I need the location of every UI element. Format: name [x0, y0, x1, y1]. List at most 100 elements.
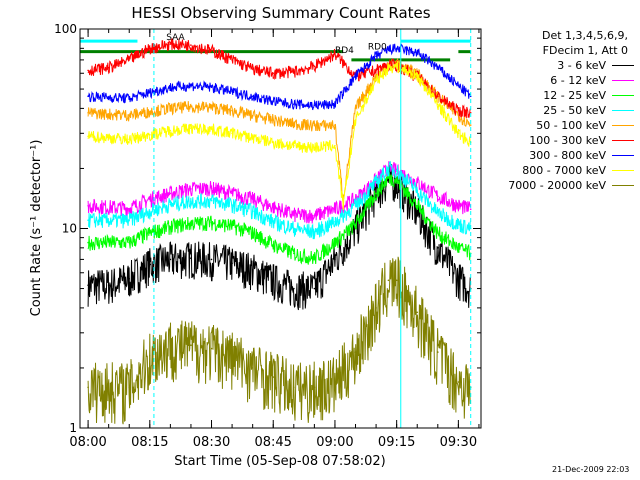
legend-label: 300 - 800 keV	[529, 149, 606, 162]
series-9-point-11	[313, 386, 316, 389]
series-7-point-7	[231, 90, 233, 93]
series-3-point-13	[354, 223, 357, 226]
x-tick-label-1: 08:00	[69, 435, 106, 450]
series-3-point-2	[128, 241, 130, 244]
series-4-point-18	[437, 211, 439, 214]
series-1-point-8	[231, 262, 233, 265]
series-8-point-7	[231, 132, 233, 135]
legend-label: 6 - 12 keV	[550, 74, 606, 87]
series-line-6	[87, 38, 471, 119]
series-5-point-8	[251, 114, 254, 117]
series-6-point-13	[334, 53, 336, 55]
legend-item: 7000 - 20000 keV	[476, 178, 636, 193]
series-line-9	[87, 256, 471, 425]
series-6-point-5	[169, 43, 172, 45]
x-tick-label-4: 08:45	[254, 435, 291, 450]
series-5-point-21	[469, 124, 472, 126]
series-9-point-8	[251, 367, 254, 369]
series-2-point-20	[469, 208, 472, 210]
series-6-point-10	[272, 72, 275, 75]
annotation-saa: SAA	[166, 33, 185, 43]
series-6-point-6	[190, 44, 192, 46]
series-8-point-19	[437, 103, 439, 105]
series-7-point-5	[190, 84, 192, 87]
series-3-point-12	[334, 241, 336, 244]
series-2-point-8	[251, 198, 254, 201]
series-2-point-9	[272, 206, 275, 208]
series-1-point-4	[149, 263, 151, 266]
series-8-point-16	[387, 66, 390, 69]
series-5-point-4	[169, 107, 172, 110]
x-tick-label-2: 08:15	[131, 435, 168, 450]
series-1-point-16	[387, 179, 390, 181]
series-1-point-5	[169, 258, 172, 261]
series-7-point-4	[169, 86, 172, 89]
legend-swatch	[612, 80, 634, 81]
series-3-point-9	[272, 243, 275, 246]
series-4-point-10	[293, 227, 295, 230]
series-5-point-14	[354, 107, 357, 110]
series-9-point-3	[149, 355, 151, 357]
series-1-point-9	[251, 269, 254, 271]
series-9-point-16	[395, 279, 398, 282]
series-4-point-14	[375, 181, 377, 184]
series-5-point-10	[293, 123, 295, 125]
series-7-point-1	[87, 95, 89, 98]
legend-item: 300 - 800 keV	[476, 148, 636, 163]
y-tick-label-1: 1	[69, 421, 77, 435]
series-8-point-6	[210, 128, 213, 130]
series-8-point-2	[128, 138, 130, 141]
series-3-point-15	[387, 176, 390, 179]
series-3-point-6	[210, 221, 213, 224]
series-5-point-11	[313, 124, 316, 127]
series-4-point-1	[87, 219, 89, 221]
series-1-point-6	[190, 257, 192, 260]
series-1-point-18	[416, 211, 419, 214]
series-7-point-12	[334, 103, 336, 105]
series-9-point-17	[416, 311, 419, 314]
series-2-point-5	[190, 188, 192, 190]
series-3-point-10	[293, 252, 295, 255]
series-6-point-20	[457, 109, 460, 112]
series-7-point-9	[272, 100, 275, 102]
series-line-4	[87, 160, 471, 240]
series-9-point-18	[437, 351, 439, 353]
series-6-point-3	[128, 59, 130, 61]
series-7-point-13	[354, 75, 357, 77]
series-1-point-11	[293, 287, 295, 290]
series-2-point-19	[457, 205, 460, 207]
series-3-point-4	[169, 226, 172, 228]
series-6-point-9	[251, 68, 254, 70]
legend-item: 25 - 50 keV	[476, 103, 636, 118]
series-5-point-6	[210, 106, 213, 109]
series-8-point-9	[272, 141, 275, 144]
y-tick-label-2: 10	[62, 222, 77, 236]
series-line-3	[87, 172, 471, 265]
series-4-point-3	[149, 210, 151, 213]
legend-swatch	[612, 140, 634, 141]
series-7-point-8	[251, 95, 254, 98]
series-2-point-12	[334, 208, 336, 210]
series-3-point-18	[437, 232, 439, 234]
series-8-point-11	[313, 146, 316, 149]
series-6-point-2	[107, 66, 110, 69]
series-9-point-2	[128, 386, 130, 389]
series-9-point-10	[293, 386, 295, 389]
series-3-point-7	[231, 225, 233, 227]
legend-swatch	[612, 65, 634, 66]
series-4-point-16	[395, 169, 398, 172]
series-8-point-12	[334, 144, 336, 147]
series-9-point-5	[190, 344, 192, 347]
series-3-point-1	[87, 241, 89, 244]
series-7-point-15	[387, 48, 390, 51]
series-8-point-13	[342, 205, 345, 207]
series-8-point-17	[395, 65, 398, 68]
legend-item: 800 - 7000 keV	[476, 163, 636, 178]
series-5-point-7	[231, 109, 233, 112]
series-8-point-5	[190, 127, 192, 130]
series-7-point-3	[149, 91, 151, 94]
legend-item: 100 - 300 keV	[476, 133, 636, 148]
series-9-point-12	[334, 381, 336, 383]
series-2-point-6	[210, 187, 213, 190]
series-7-point-14	[375, 55, 377, 58]
